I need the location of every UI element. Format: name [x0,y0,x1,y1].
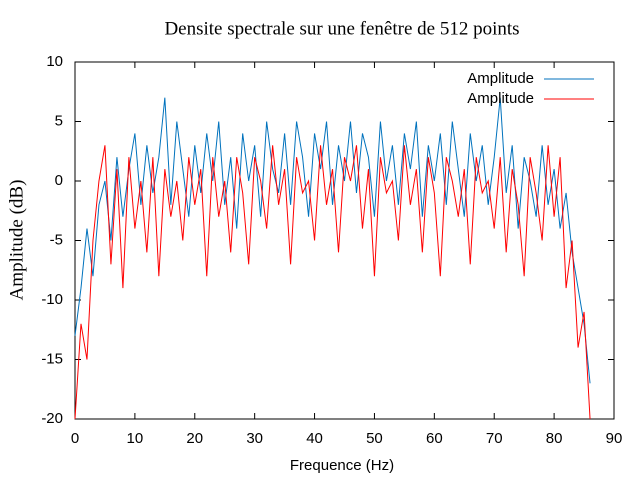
x-tick-label: 50 [366,430,383,447]
y-tick-label: -5 [50,231,63,248]
y-tick-label: 0 [55,172,63,189]
chart-title: Densite spectrale sur une fenêtre de 512… [164,18,519,39]
y-tick-label: -20 [41,410,63,427]
x-tick-label: 10 [127,430,144,447]
y-tick-label: -10 [41,291,63,308]
data-line [74,97,591,384]
x-tick-label: 0 [71,430,79,447]
plot-border [74,61,615,420]
x-tick-label: 70 [486,430,503,447]
y-tick-label: 5 [55,112,63,129]
x-tick-label: 80 [546,430,563,447]
x-tick-label: 30 [246,430,263,447]
x-tick-label: 60 [426,430,443,447]
data-line [74,145,591,420]
y-tick-label: -15 [41,350,63,367]
x-tick-label: 90 [606,430,623,447]
legend-label: Amplitude [467,90,534,107]
y-tick-label: 10 [46,53,63,70]
legend-label: Amplitude [467,70,534,87]
x-axis-label: Frequence (Hz) [290,457,394,474]
x-tick-label: 40 [306,430,323,447]
y-axis-label: Amplitude (dB) [6,180,27,301]
x-tick-label: 20 [186,430,203,447]
